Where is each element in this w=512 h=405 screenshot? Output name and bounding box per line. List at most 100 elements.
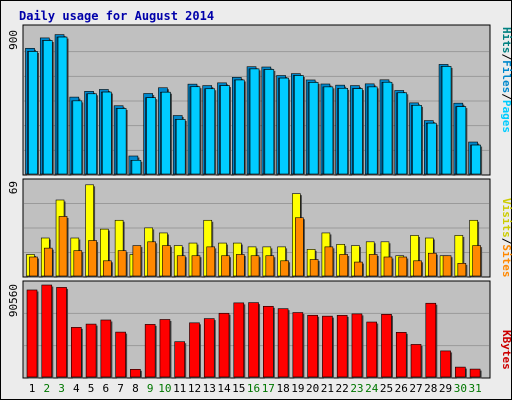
visits-bar-27 [413, 260, 422, 277]
visits-bar-6 [103, 260, 112, 277]
visits-bar-1 [29, 256, 38, 277]
legend-sites: Sites [500, 244, 512, 277]
legend-pages: Pages [500, 100, 512, 133]
pages-bar-26 [397, 92, 408, 175]
visits-bar-20 [309, 259, 319, 277]
pages-bar-2 [42, 40, 53, 175]
kbytes-bar-6 [100, 319, 112, 378]
visits-bar-11 [176, 255, 186, 277]
visits-bar-5 [88, 240, 97, 277]
kbytes-bar-1 [26, 289, 38, 378]
hits-max-label: 900 [7, 30, 20, 50]
visits-bar-3 [58, 216, 68, 277]
pages-bar-29 [441, 66, 452, 175]
day-label-6: 6 [103, 382, 110, 395]
pages-bar-11 [175, 119, 186, 175]
day-label-14: 14 [217, 382, 231, 395]
day-label-25: 25 [380, 382, 393, 395]
pages-bar-12 [190, 86, 201, 175]
kbytes-bar-5 [85, 323, 97, 378]
visits-bar-7 [117, 250, 127, 277]
legend-kbytes: KBytes [500, 330, 512, 370]
visits-bar-9 [147, 241, 156, 277]
pages-bar-24 [367, 86, 378, 175]
kbytes-bar-28 [425, 302, 437, 378]
pages-bar-1 [28, 51, 38, 175]
kbytes-bar-15 [233, 302, 245, 378]
day-label-18: 18 [276, 382, 289, 395]
pages-bar-3 [57, 36, 68, 175]
visits-legend: Visits/Sites [500, 198, 512, 278]
visits-bar-17 [265, 255, 275, 277]
bar-marks [25, 34, 483, 379]
kbytes-bar-21 [322, 315, 333, 378]
pages-bar-9 [146, 97, 156, 175]
visits-bar-19 [295, 217, 304, 277]
kbytes-bar-31 [469, 368, 481, 378]
visits-bar-16 [250, 255, 260, 277]
legend-hits: Hits [500, 27, 512, 54]
visits-bar-31 [472, 245, 481, 277]
kbytes-bar-9 [144, 324, 156, 378]
visits-max-label: 69 [7, 181, 20, 194]
kbytes-bar-4 [71, 327, 82, 378]
legend-separator: / [500, 54, 512, 61]
kbytes-max-label: 90560 [7, 284, 20, 317]
pages-bar-10 [161, 91, 171, 175]
day-label-10: 10 [158, 382, 171, 395]
kbytes-bar-11 [174, 341, 185, 378]
pages-bar-31 [471, 144, 481, 175]
visits-bar-10 [162, 245, 171, 277]
visits-bar-12 [191, 255, 201, 277]
visits-bar-26 [398, 256, 408, 277]
day-label-19: 19 [291, 382, 304, 395]
legend-files: Files [500, 60, 512, 93]
pages-bar-5 [87, 93, 97, 175]
x-axis-labels: 1 2 3 4 5 6 7 8 9 10 11 12 13 14 15 16 17 18 19 20 21 22 23 24 2… [29, 382, 482, 395]
pages-bar-25 [382, 81, 393, 175]
day-label-24: 24 [365, 382, 379, 395]
pages-bar-18 [279, 77, 289, 175]
kbytes-bar-29 [440, 350, 451, 378]
day-label-28: 28 [424, 382, 437, 395]
visits-bar-21 [324, 246, 334, 277]
kbytes-bar-20 [307, 314, 318, 378]
kbytes-bar-22 [336, 315, 348, 378]
pages-bar-4 [72, 100, 83, 175]
day-label-12: 12 [188, 382, 201, 395]
day-label-30: 30 [454, 382, 467, 395]
day-label-15: 15 [232, 382, 245, 395]
kbytes-bar-23 [351, 313, 363, 378]
hits-legend: Hits/Files/Pages [500, 27, 512, 133]
kbytes-bar-26 [395, 332, 407, 378]
day-label-26: 26 [395, 382, 408, 395]
visits-bar-13 [206, 246, 216, 277]
day-label-21: 21 [321, 382, 334, 395]
visits-bar-18 [280, 260, 289, 277]
kbytes-bar-14 [218, 312, 230, 378]
pages-bar-16 [249, 68, 260, 175]
day-label-2: 2 [43, 382, 50, 395]
kbytes-bar-13 [203, 318, 215, 378]
pages-bar-6 [102, 91, 112, 175]
kbytes-bar-8 [130, 369, 141, 378]
kbytes-bar-12 [189, 322, 200, 378]
kbytes-bar-30 [455, 366, 466, 378]
kbytes-bar-16 [248, 302, 259, 378]
kbytes-bar-27 [410, 344, 422, 378]
day-label-11: 11 [173, 382, 186, 395]
kbytes-bar-10 [159, 319, 171, 378]
kbytes-bar-7 [115, 331, 126, 378]
day-label-23: 23 [350, 382, 363, 395]
pages-bar-13 [205, 88, 216, 175]
visits-bar-28 [427, 252, 437, 277]
visits-bar-24 [368, 254, 378, 277]
legend-separator: / [500, 238, 512, 245]
day-label-4: 4 [73, 382, 80, 395]
day-label-20: 20 [306, 382, 319, 395]
kbytes-bar-3 [56, 287, 67, 378]
chart-title: Daily usage for August 2014 [19, 9, 214, 23]
pages-bar-21 [323, 86, 334, 175]
visits-bar-23 [354, 261, 363, 277]
